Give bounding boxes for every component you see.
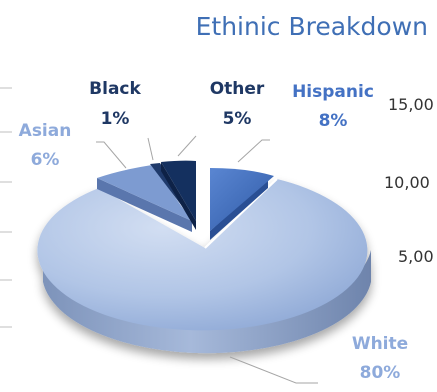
slice-labels: Hispanic 8% White 80% Asian 6% Black 1% … — [19, 79, 409, 383]
slice-white — [37, 179, 368, 331]
background-chart: 15,00 10,00 5,00 — [0, 87, 434, 328]
pie-body — [37, 178, 371, 354]
slice-label-white-value: 80% — [360, 363, 401, 383]
leader-line-asian — [96, 141, 127, 169]
slice-label-hispanic-name: Hispanic — [292, 82, 374, 102]
chart-title: Ethinic Breakdown — [196, 12, 428, 41]
leader-line-other — [177, 135, 197, 157]
exploded-slices — [97, 160, 274, 240]
leader-lines — [96, 135, 318, 384]
slice-other-side — [161, 162, 196, 230]
slice-label-black-value: 1% — [101, 109, 130, 129]
axis-tick-label: 15,00 — [388, 95, 434, 114]
leader-line-hispanic — [237, 139, 270, 163]
axis-tick-label: 5,00 — [398, 247, 434, 266]
slice-label-asian-value: 6% — [31, 150, 60, 170]
slice-label-black-name: Black — [89, 79, 141, 99]
slice-asian — [97, 165, 192, 221]
slice-label-other-name: Other — [210, 79, 265, 99]
slice-hispanic-side — [210, 179, 268, 240]
slice-white-side — [43, 250, 371, 354]
slice-label-white-name: White — [352, 334, 408, 354]
leader-line-black — [147, 137, 154, 161]
slice-label-other-value: 5% — [223, 109, 252, 129]
leader-line-white — [229, 356, 318, 384]
slice-label-hispanic-value: 8% — [319, 111, 348, 131]
axis-tick-label: 10,00 — [384, 173, 430, 192]
slice-other — [161, 160, 196, 221]
slice-hispanic — [210, 168, 274, 231]
slice-label-asian-name: Asian — [19, 121, 72, 141]
slice-asian-side — [97, 178, 192, 232]
